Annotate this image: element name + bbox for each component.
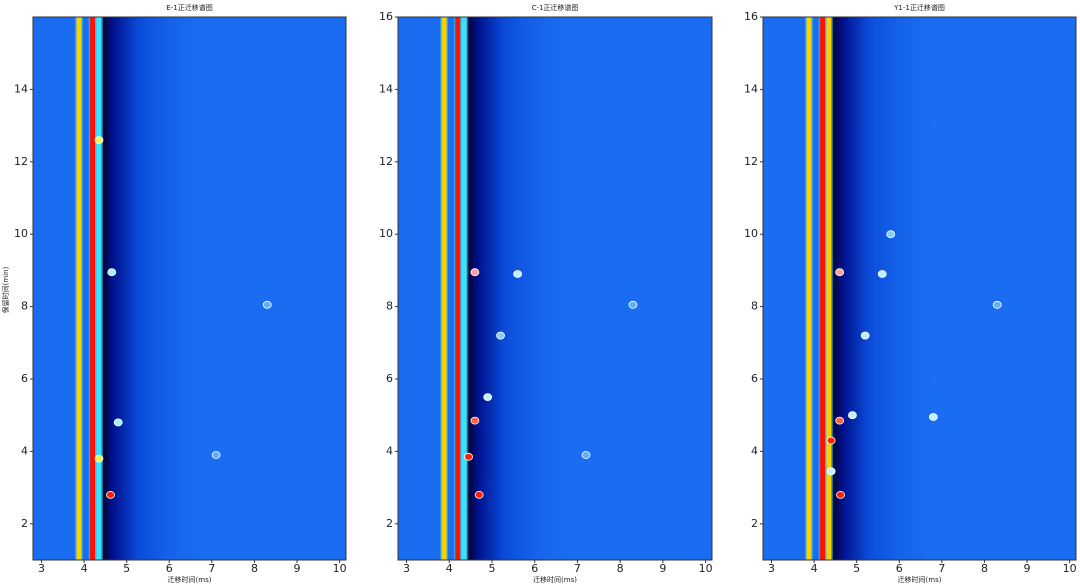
x-tick-label: 5: [123, 562, 130, 575]
spot: [94, 136, 104, 144]
spot: [886, 230, 896, 239]
plot-frame: [762, 16, 1077, 561]
y-tick-label: 4: [751, 444, 758, 457]
chart-title: C-1正迁移谱图: [532, 3, 579, 12]
x-tick-label: 3: [768, 562, 775, 575]
spot: [211, 451, 221, 459]
x-tick-label: 9: [659, 562, 666, 575]
spot: [107, 268, 117, 277]
spot: [581, 451, 591, 459]
band: [90, 17, 96, 560]
x-tick-label: 4: [446, 562, 453, 575]
x-tick-label: 7: [208, 562, 215, 575]
spot: [848, 411, 857, 420]
shadow-region: [829, 17, 941, 560]
y-tick-label: 16: [379, 10, 393, 23]
band: [441, 17, 447, 560]
shadow-region: [99, 17, 211, 560]
band: [455, 17, 461, 560]
y-tick-label: 2: [751, 517, 758, 530]
y-tick-label: 10: [14, 227, 28, 240]
y-tick-label: 14: [14, 82, 28, 95]
spot: [262, 300, 272, 309]
x-axis-label: 迁移时间(ms): [898, 575, 942, 584]
x-tick-label: 9: [294, 562, 301, 575]
x-tick-label: 3: [403, 562, 410, 575]
band: [76, 17, 82, 560]
band: [96, 17, 102, 560]
spot: [826, 467, 836, 476]
y-tick-label: 2: [21, 517, 28, 530]
plot-frame: [397, 16, 713, 561]
x-axis-label: 迁移时间(ms): [168, 575, 212, 584]
spot: [474, 490, 484, 499]
x-tick-label: 7: [574, 562, 581, 575]
spot: [94, 454, 104, 463]
x-tick-label: 4: [811, 562, 818, 575]
y-tick-label: 14: [744, 82, 758, 95]
x-tick-label: 3: [38, 562, 45, 575]
band: [826, 17, 832, 560]
x-tick-label: 6: [166, 562, 173, 575]
x-tick-label: 5: [853, 562, 860, 575]
y-tick-label: 8: [21, 300, 28, 313]
x-tick-label: 5: [488, 562, 495, 575]
y-tick-label: 16: [744, 10, 758, 23]
spot: [860, 331, 870, 340]
spot: [464, 452, 473, 461]
y-tick-label: 8: [386, 300, 393, 313]
y-tick-label: 12: [14, 155, 28, 168]
chart-title: E-1正迁移谱图: [166, 3, 212, 12]
y-axis-label: 保留时间(min): [1, 266, 10, 313]
spot: [106, 490, 115, 499]
spot: [483, 393, 493, 402]
spot: [826, 436, 836, 445]
y-tick-label: 10: [744, 227, 758, 240]
spot: [836, 490, 845, 499]
shadow-region: [464, 17, 576, 560]
x-tick-label: 6: [896, 562, 903, 575]
spot: [470, 268, 480, 277]
spot: [992, 300, 1002, 309]
y-tick-label: 12: [379, 155, 393, 168]
band: [461, 17, 467, 560]
y-tick-label: 4: [386, 444, 393, 457]
y-tick-label: 2: [386, 517, 393, 530]
y-tick-label: 8: [751, 300, 758, 313]
y-tick-label: 6: [751, 372, 758, 385]
x-tick-label: 9: [1024, 562, 1031, 575]
y-tick-label: 6: [21, 372, 28, 385]
spot: [113, 418, 123, 427]
x-tick-label: 6: [531, 562, 538, 575]
y-tick-label: 14: [379, 82, 393, 95]
band: [806, 17, 812, 560]
spot: [628, 300, 638, 309]
band: [820, 17, 826, 560]
x-tick-label: 7: [938, 562, 945, 575]
y-tick-label: 4: [21, 444, 28, 457]
x-tick-label: 8: [981, 562, 988, 575]
x-tick-label: 8: [251, 562, 258, 575]
spot: [928, 413, 938, 421]
x-tick-label: 4: [81, 562, 88, 575]
spot: [835, 416, 845, 425]
y-tick-label: 6: [386, 372, 393, 385]
x-tick-label: 10: [699, 562, 713, 575]
x-tick-label: 8: [617, 562, 624, 575]
plot-frame: [32, 16, 347, 561]
x-tick-label: 10: [1063, 562, 1077, 575]
y-tick-label: 10: [379, 227, 393, 240]
y-tick-label: 12: [744, 155, 758, 168]
spot: [877, 270, 887, 278]
spot: [513, 270, 523, 278]
spot: [835, 268, 845, 277]
x-tick-label: 10: [333, 562, 347, 575]
x-axis-label: 迁移时间(ms): [533, 575, 577, 584]
spot: [470, 416, 480, 425]
chart-title: Y1-1正迁移谱图: [893, 3, 945, 12]
spot: [496, 331, 505, 340]
